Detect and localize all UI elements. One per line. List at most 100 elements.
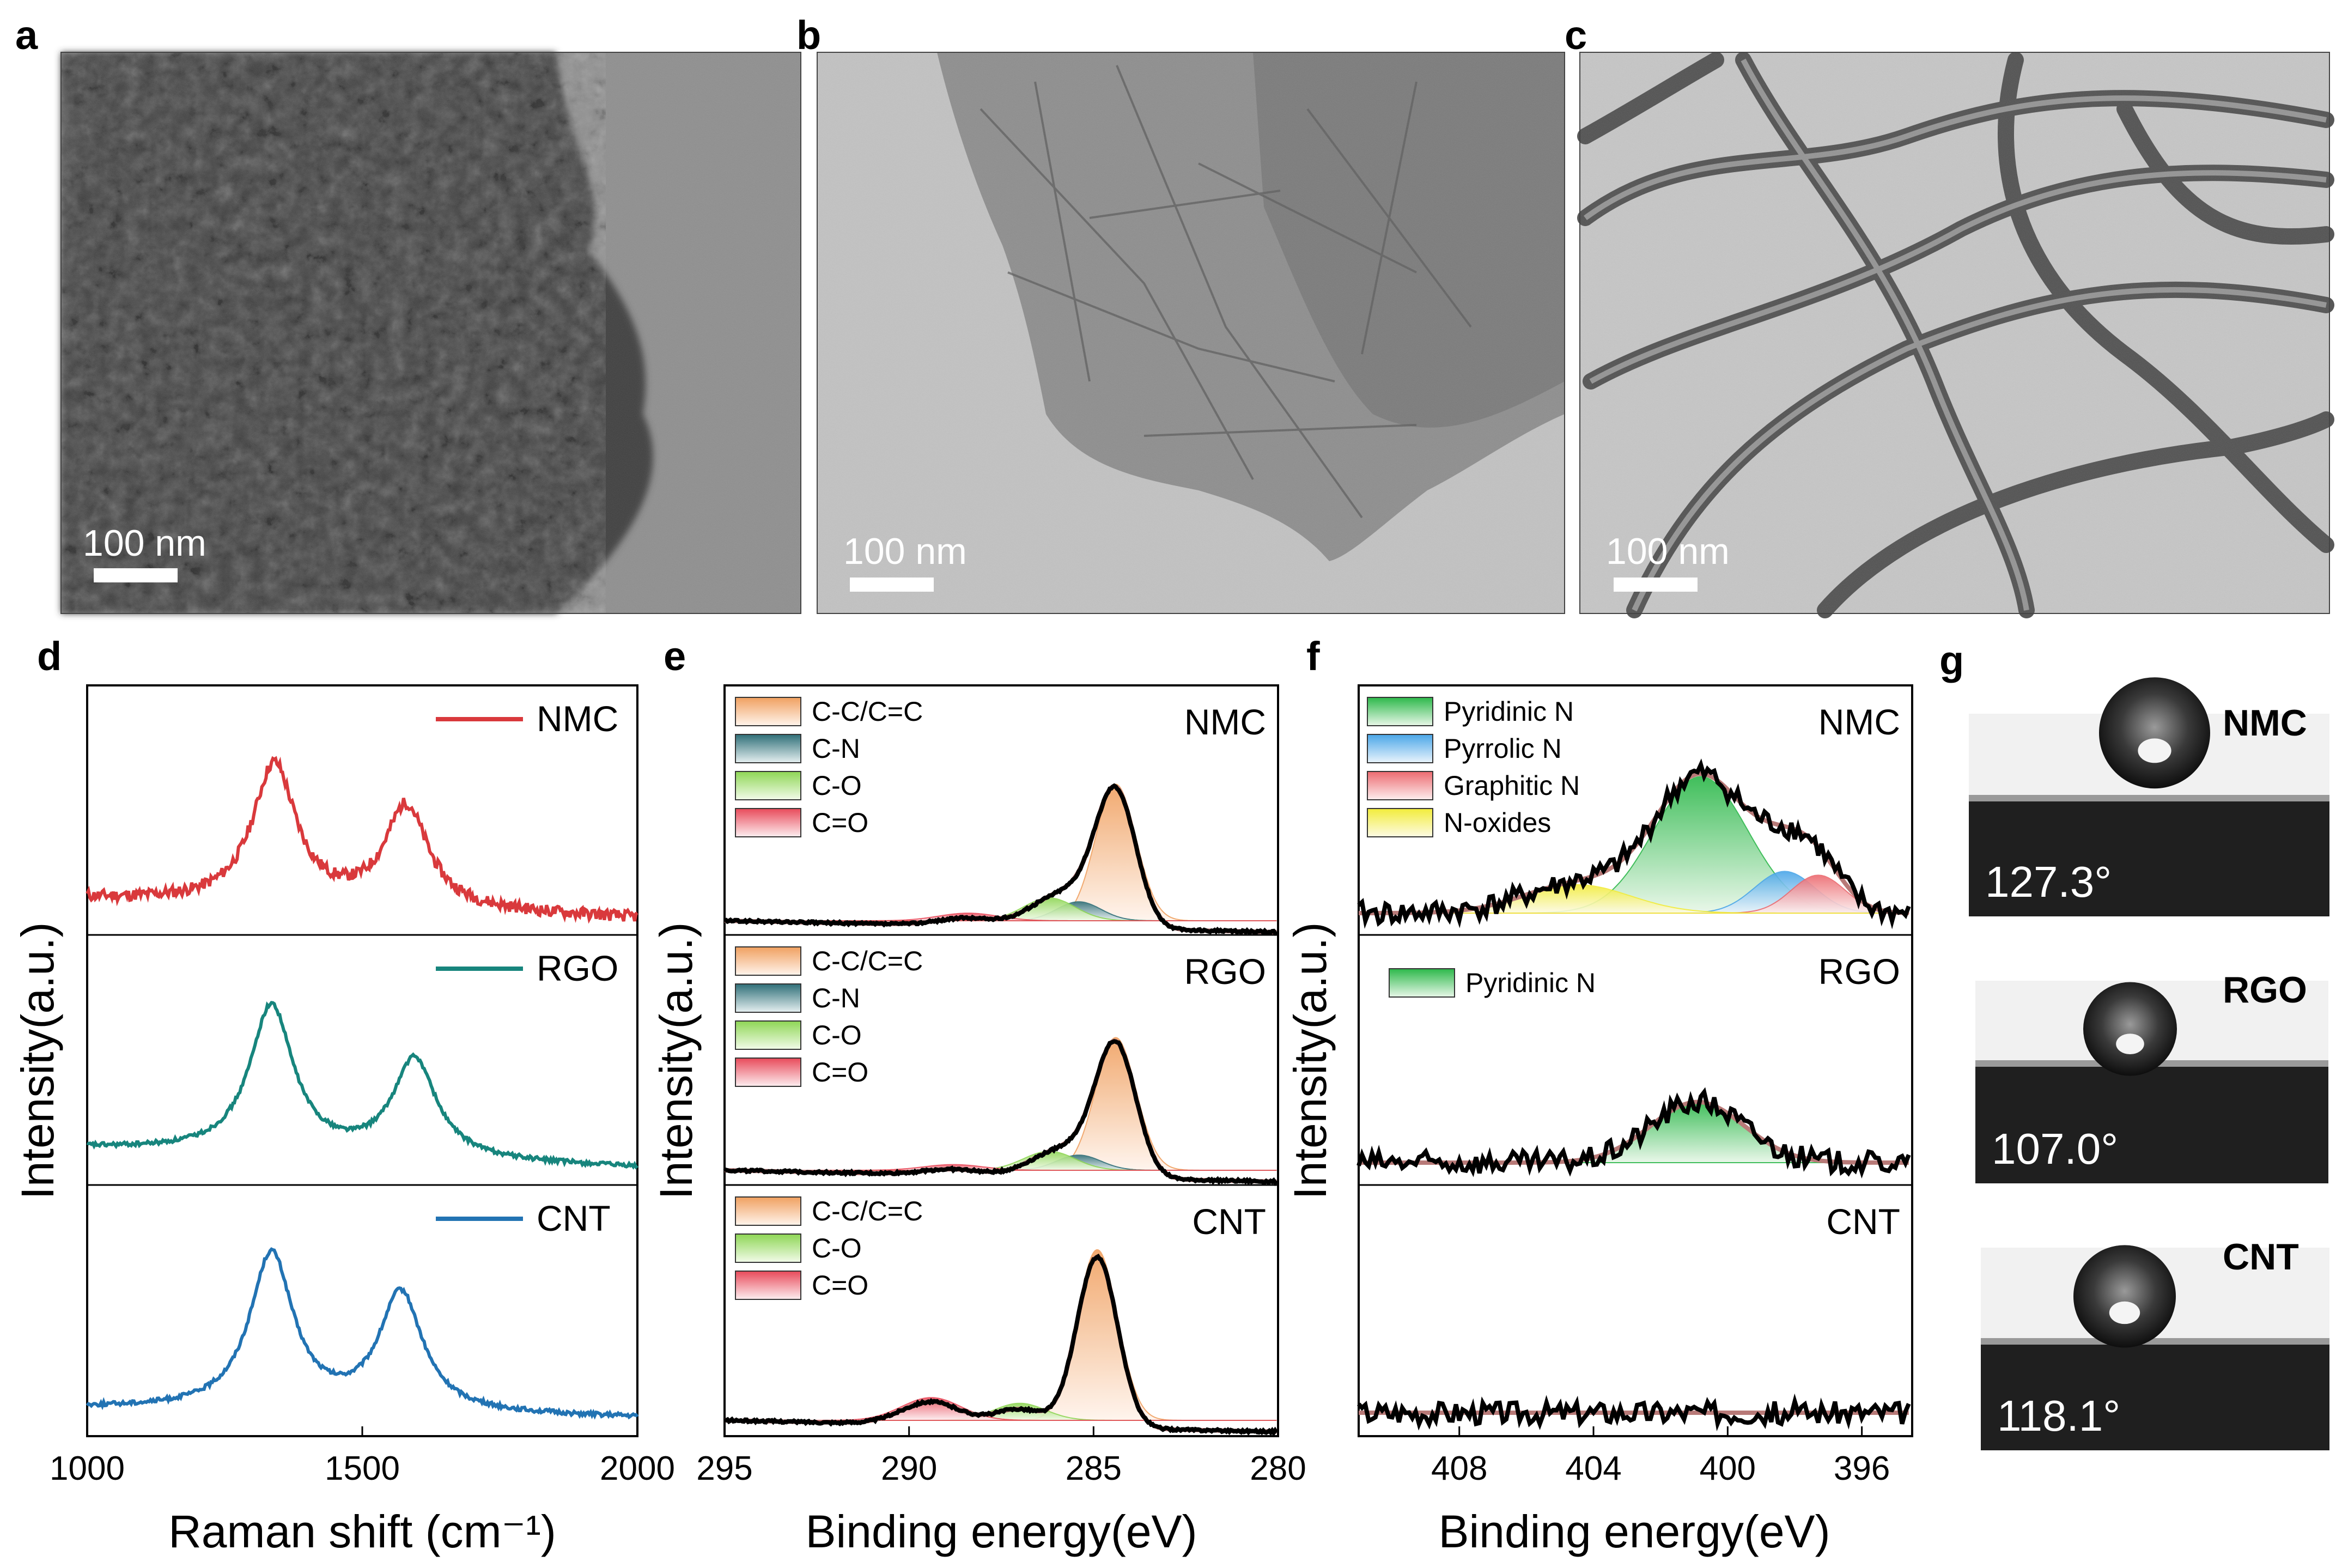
scale-label-a: 100 nm — [83, 522, 206, 564]
plot-frame-d — [86, 684, 638, 1437]
panel-label-g: g — [1939, 638, 1964, 683]
xps-c1s-x-ticks: 295 290 285 280 — [696, 1426, 1306, 1487]
envelope-cnt — [724, 1255, 1277, 1434]
contact-angle-value-cnt: 118.1° — [1997, 1391, 2120, 1440]
droplet-highlight — [2116, 1034, 2144, 1055]
droplet — [2073, 1245, 2176, 1348]
y-axis-title-e: Intensity(a.u.) — [650, 922, 702, 1200]
legend-swatch-rgo-pyridinic-n — [1389, 968, 1455, 998]
contact-angle-sample-cnt: CNT — [2223, 1236, 2299, 1278]
legend-label-rgo-c-c-c-c: C-C/C=C — [812, 946, 923, 976]
plot-frame-f — [1358, 684, 1913, 1437]
legend-label-nmc-c-o: C=O — [812, 807, 868, 838]
x-tick-e-295: 295 — [696, 1450, 752, 1487]
legend-swatch-cnt-c-o — [735, 1271, 801, 1300]
x-tick-f-404: 404 — [1565, 1450, 1621, 1487]
component-nmc-c-c-c-c — [725, 783, 1277, 921]
panel-d: d NMC RGO CNT 1000 1500 2000 Raman shift (cm… — [12, 634, 675, 1557]
legend-label-cnt-c-o: C=O — [812, 1270, 868, 1300]
scale-label-b: 100 nm — [843, 531, 967, 572]
contact-angle-nmc: 127.3° NMC — [1969, 677, 2329, 916]
panel-g: g 127.3° NMC 107.0° RGO 118.1° CNT — [1939, 638, 2329, 1450]
plot-frame-e — [723, 684, 1279, 1437]
x-tick-e-280: 280 — [1250, 1450, 1306, 1487]
panel-label-d: d — [37, 634, 62, 679]
contact-angle-rgo: 107.0° RGO — [1975, 969, 2328, 1183]
panel-label-c: c — [1565, 13, 1587, 58]
envelope-nmc — [724, 784, 1277, 934]
substrate — [1981, 1341, 2329, 1450]
legend-label-nmc-c-c-c-c: C-C/C=C — [812, 696, 923, 727]
x-tick-d-2000: 2000 — [600, 1450, 675, 1487]
legend-label-rgo-c-o: C-O — [812, 1020, 862, 1050]
x-axis-title-f: Binding energy(eV) — [1438, 1506, 1830, 1557]
legend-label-nmc-n-oxides: N-oxides — [1444, 807, 1551, 838]
panel-e: e NMC C-C/C=C C-N C-O C=O RGO C-C/C=C C-N C-O C=O… — [650, 634, 1306, 1557]
x-tick-d-1000: 1000 — [50, 1450, 125, 1487]
contact-angle-value-nmc: 127.3° — [1985, 858, 2112, 906]
xps-c1s-plots: NMC C-C/C=C C-N C-O C=O RGO C-C/C=C C-N C-O C=O CN… — [723, 696, 1279, 1437]
contact-angle-cnt: 118.1° CNT — [1981, 1236, 2329, 1450]
sample-label-rgo: RGO — [1818, 951, 1900, 992]
contact-angle-photos: 127.3° NMC 107.0° RGO 118.1° CNT — [1969, 677, 2329, 1450]
data-line-nmc — [1357, 758, 1911, 929]
data-line-nmc — [724, 783, 1279, 936]
sample-label-nmc: NMC — [1818, 702, 1900, 742]
y-axis-title-f: Intensity(a.u.) — [1285, 922, 1336, 1200]
legend-label-nmc-c-o: C-O — [812, 770, 862, 801]
panel-label-b: b — [796, 13, 821, 58]
scale-bar-a — [94, 568, 178, 582]
legend-label-rgo: RGO — [537, 948, 618, 988]
xps-n1s-plots: NMC Pyridinic N Pyrrolic N Graphitic N N-oxi… — [1356, 696, 1911, 1432]
tem-grain-a — [61, 52, 801, 613]
legend-label-rgo-c-o: C=O — [812, 1057, 868, 1087]
raman-curves — [86, 756, 639, 1420]
panel-label-e: e — [664, 634, 686, 679]
raman-legend: NMC RGO CNT — [436, 698, 618, 1238]
legend-swatch-nmc-n-oxides — [1367, 808, 1433, 837]
panel-c: c 100 nm — [1565, 13, 2334, 618]
panel-b: b 100 nm — [796, 13, 1565, 614]
legend-swatch-nmc-pyrrolic-n — [1367, 734, 1433, 763]
legend-swatch-rgo-c-c-c-c — [735, 946, 801, 976]
x-tick-f-408: 408 — [1431, 1450, 1487, 1487]
data-line-cnt — [723, 1254, 1279, 1437]
legend-label-rgo-pyridinic-n: Pyridinic N — [1465, 968, 1596, 998]
x-tick-f-400: 400 — [1700, 1450, 1756, 1487]
scale-bar-b — [850, 578, 934, 592]
droplet-highlight — [2138, 738, 2171, 763]
droplet — [2083, 982, 2177, 1076]
component-rgo-c-c-c-c — [725, 1037, 1277, 1171]
droplet-highlight — [2109, 1301, 2140, 1324]
x-tick-d-1500: 1500 — [325, 1450, 400, 1487]
legend-label-nmc: NMC — [537, 698, 618, 739]
legend-swatch-rgo-c-o — [735, 1058, 801, 1087]
legend-swatch-nmc-pyridinic-n — [1367, 697, 1433, 726]
substrate — [1969, 798, 2329, 916]
contact-angle-sample-nmc: NMC — [2223, 702, 2307, 744]
legend-swatch-rgo-c-o — [735, 1020, 801, 1050]
legend-label-cnt-c-c-c-c: C-C/C=C — [812, 1196, 923, 1226]
legend-swatch-nmc-c-o — [735, 808, 801, 837]
legend-swatch-nmc-c-n — [735, 734, 801, 763]
sample-label-nmc: NMC — [1184, 702, 1266, 742]
substrate — [1975, 1063, 2328, 1183]
legend-label-cnt-c-o: C-O — [812, 1233, 862, 1263]
panel-a: a 100 nm — [15, 13, 801, 614]
component-rgo-c-o — [725, 1151, 1277, 1171]
raman-line-cnt — [86, 1247, 639, 1420]
contact-angle-value-rgo: 107.0° — [1992, 1125, 2118, 1173]
legend-swatch-cnt-c-c-c-c — [735, 1196, 801, 1226]
legend-swatch-nmc-graphitic-n — [1367, 771, 1433, 800]
xps-n1s-x-ticks: 408 404 400 396 — [1431, 1426, 1890, 1487]
legend-swatch-cnt-c-o — [735, 1233, 801, 1263]
x-tick-e-285: 285 — [1066, 1450, 1122, 1487]
scale-bar-c — [1614, 578, 1698, 592]
y-axis-title-d: Intensity(a.u.) — [12, 922, 63, 1200]
droplet — [2099, 677, 2210, 789]
legend-label-rgo-c-n: C-N — [812, 983, 860, 1013]
legend-swatch-nmc-c-c-c-c — [735, 697, 801, 726]
legend-label-nmc-pyrrolic-n: Pyrrolic N — [1444, 733, 1562, 764]
panel-label-a: a — [15, 13, 38, 58]
